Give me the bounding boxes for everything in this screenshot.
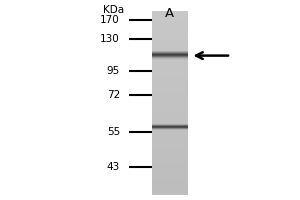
Bar	[152, 53, 188, 54]
Bar	[152, 129, 188, 130]
Bar	[152, 135, 188, 140]
Bar	[152, 58, 188, 59]
Bar	[152, 85, 188, 89]
Text: 55: 55	[107, 127, 120, 137]
Bar	[152, 186, 188, 190]
Bar	[152, 89, 188, 94]
Bar	[152, 140, 188, 144]
Text: 43: 43	[107, 162, 120, 172]
Bar	[152, 125, 188, 126]
Bar	[152, 52, 188, 53]
Bar	[152, 131, 188, 135]
Text: 95: 95	[107, 66, 120, 76]
Bar	[152, 75, 188, 80]
Bar	[152, 43, 188, 48]
Bar	[152, 98, 188, 103]
Bar	[152, 126, 188, 131]
Bar	[152, 51, 188, 52]
Bar	[152, 48, 188, 52]
Bar	[152, 163, 188, 167]
Bar	[152, 167, 188, 172]
Bar	[152, 190, 188, 195]
Bar	[152, 94, 188, 98]
Text: 130: 130	[100, 34, 120, 44]
Bar	[152, 39, 188, 43]
Bar	[152, 154, 188, 158]
Bar	[152, 103, 188, 108]
Bar	[152, 149, 188, 154]
Bar	[152, 128, 188, 129]
Bar	[152, 108, 188, 112]
Bar	[152, 181, 188, 186]
Bar	[152, 34, 188, 39]
Bar	[152, 117, 188, 121]
Bar	[152, 57, 188, 62]
Bar	[152, 56, 188, 57]
Bar	[152, 71, 188, 75]
Text: 72: 72	[107, 90, 120, 100]
Bar	[152, 57, 188, 58]
Bar	[152, 20, 188, 25]
Bar	[152, 144, 188, 149]
Bar	[152, 172, 188, 177]
Bar	[152, 29, 188, 34]
Bar	[152, 55, 188, 56]
Bar	[152, 59, 188, 60]
Bar	[152, 124, 188, 125]
Bar	[152, 177, 188, 181]
Bar	[152, 25, 188, 29]
Text: 170: 170	[100, 15, 120, 25]
Bar	[152, 121, 188, 126]
Bar	[152, 16, 188, 20]
Text: KDa: KDa	[103, 5, 124, 15]
Bar	[152, 52, 188, 57]
Bar	[152, 54, 188, 55]
Text: A: A	[165, 7, 174, 20]
Bar	[152, 11, 188, 16]
Bar	[152, 66, 188, 71]
Bar	[152, 127, 188, 128]
Bar	[152, 158, 188, 163]
Bar	[152, 126, 188, 127]
Bar	[152, 80, 188, 85]
Bar	[152, 112, 188, 117]
Bar	[152, 62, 188, 66]
